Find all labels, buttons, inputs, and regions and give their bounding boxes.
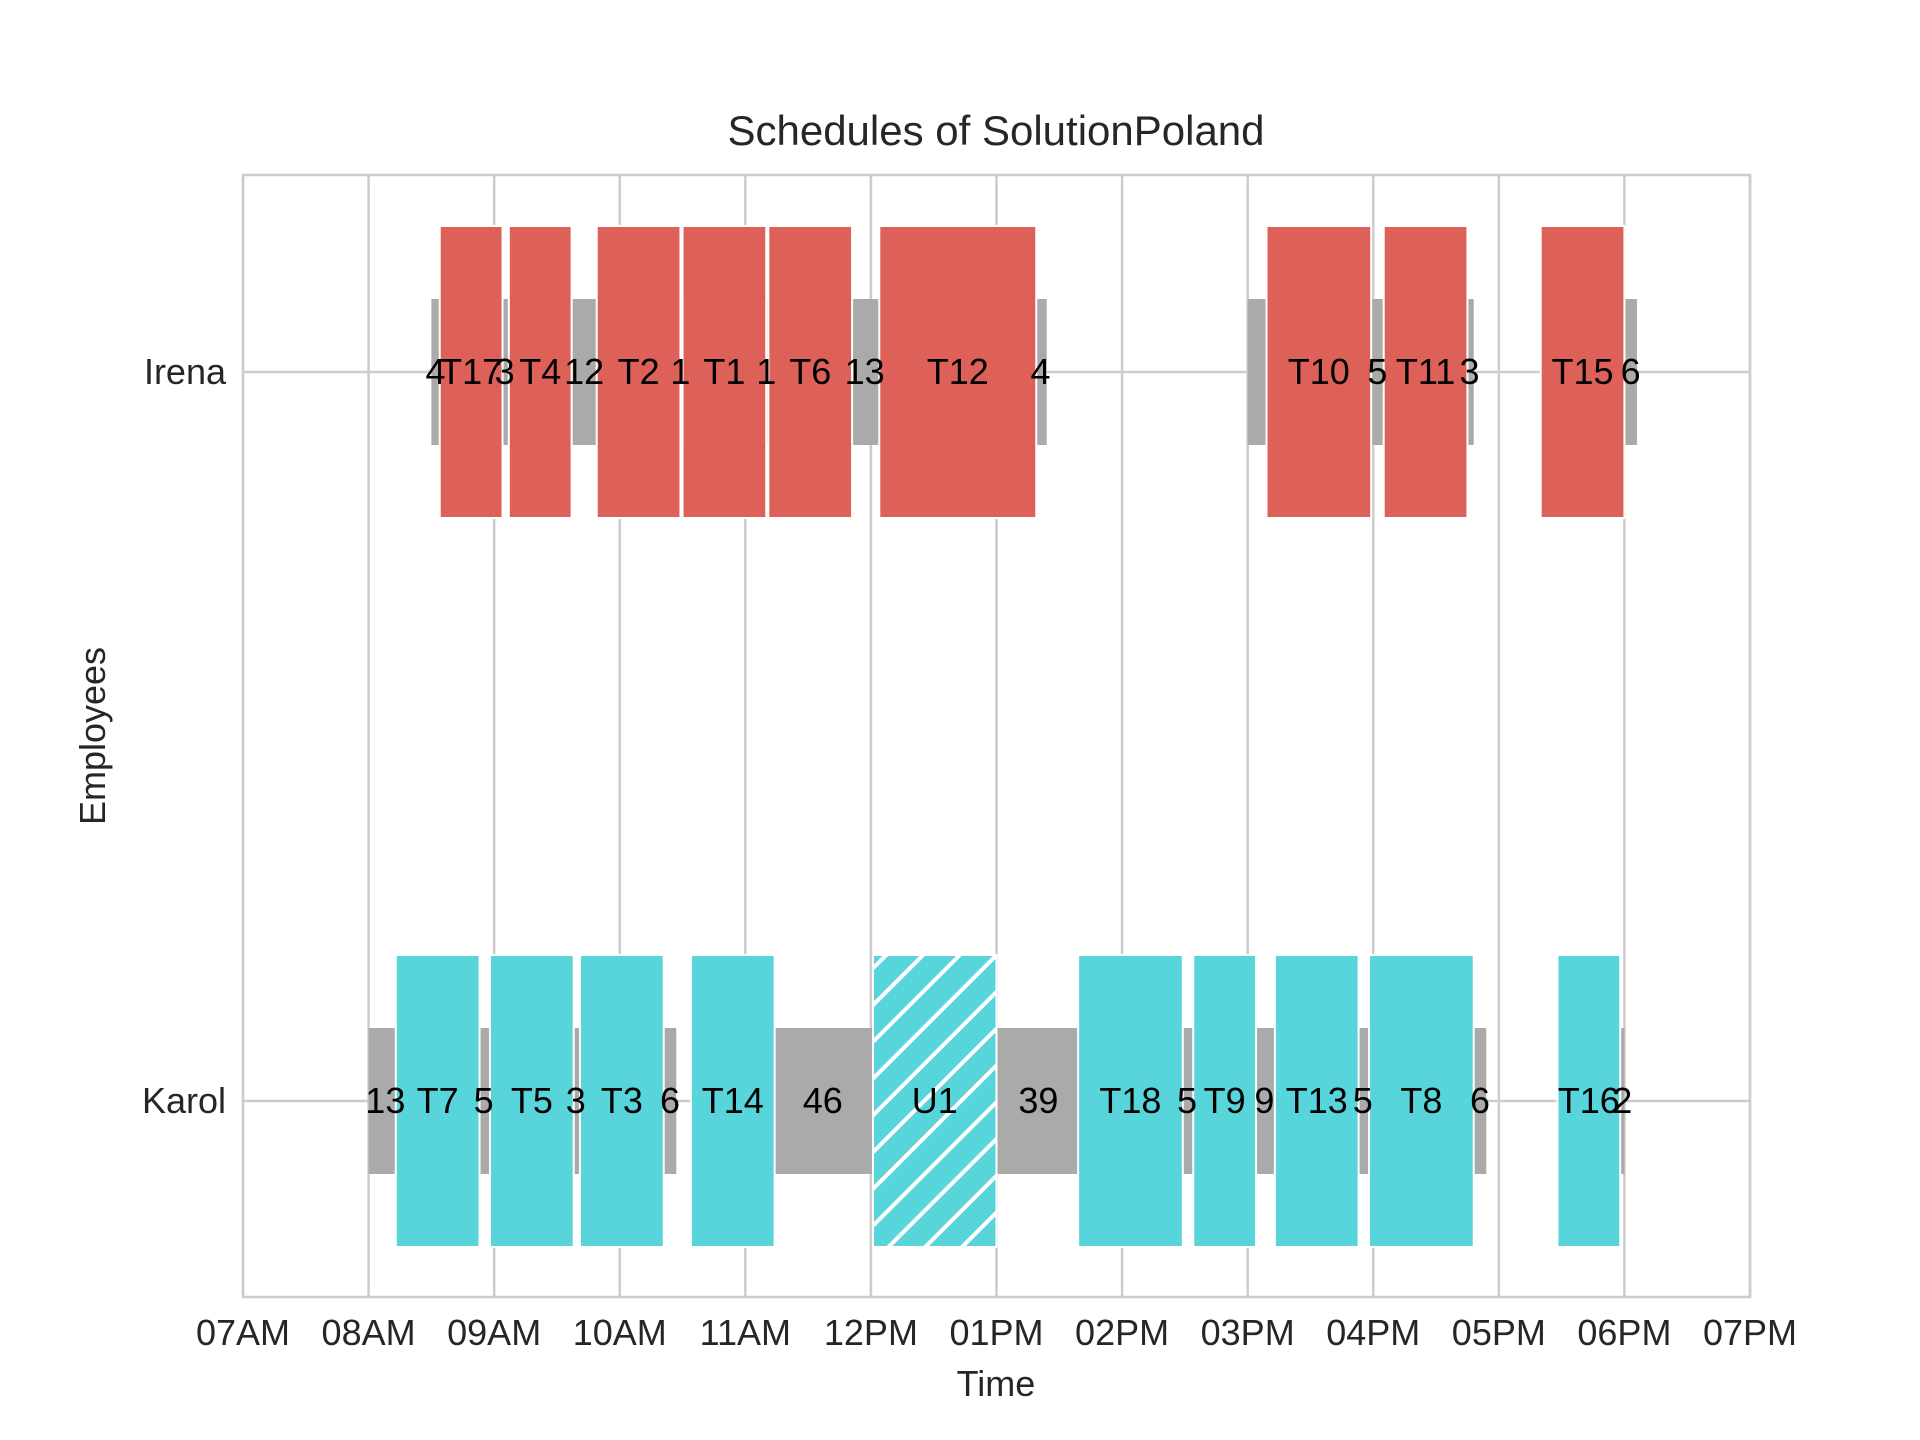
gap-label: 5 <box>1353 1080 1373 1121</box>
task-label: T1 <box>703 351 745 392</box>
task-bar <box>1077 954 1184 1248</box>
task-label: T2 <box>618 351 660 392</box>
x-tick-label: 01PM <box>949 1312 1043 1353</box>
gap-label: 13 <box>365 1080 405 1121</box>
gap-label: 6 <box>1621 351 1641 392</box>
gap-label: 5 <box>1367 351 1387 392</box>
task-label: T17 <box>440 351 502 392</box>
task-label: T18 <box>1099 1080 1161 1121</box>
x-tick-label: 06PM <box>1577 1312 1671 1353</box>
x-tick-label: 12PM <box>824 1312 918 1353</box>
task-bar <box>681 225 768 519</box>
gap-label: 13 <box>845 351 885 392</box>
task-bar <box>878 225 1038 519</box>
gap-label: 39 <box>1018 1080 1058 1121</box>
gap-label: 6 <box>660 1080 680 1121</box>
gap-label: 5 <box>474 1080 494 1121</box>
x-tick-label: 11AM <box>700 1312 791 1353</box>
y-axis-label: Employees <box>72 647 113 825</box>
task-label: T7 <box>417 1080 459 1121</box>
x-tick-label: 10AM <box>573 1312 667 1353</box>
task-label: T12 <box>927 351 989 392</box>
task-label: U1 <box>912 1080 958 1121</box>
y-tick-label: Karol <box>142 1080 226 1121</box>
task-bar <box>595 225 682 519</box>
x-tick-label: 03PM <box>1201 1312 1295 1353</box>
x-tick-label: 09AM <box>447 1312 541 1353</box>
gap-label: 4 <box>1030 351 1050 392</box>
gap-label: 9 <box>1254 1080 1274 1121</box>
task-label: T9 <box>1204 1080 1246 1121</box>
task-bar <box>488 954 575 1248</box>
x-tick-label: 05PM <box>1452 1312 1546 1353</box>
gap-label: 3 <box>495 351 515 392</box>
task-label: T13 <box>1286 1080 1348 1121</box>
gap-label: 4 <box>426 351 446 392</box>
task-label: T11 <box>1396 351 1455 392</box>
gap-label: 3 <box>1460 351 1480 392</box>
chart-title: Schedules of SolutionPoland <box>727 107 1264 154</box>
x-tick-label: 07AM <box>196 1312 290 1353</box>
x-tick-label: 02PM <box>1075 1312 1169 1353</box>
unavailable-bar <box>872 954 998 1248</box>
gap-label: 5 <box>1177 1080 1197 1121</box>
task-bar <box>1192 954 1258 1248</box>
x-tick-label: 08AM <box>322 1312 416 1353</box>
gap-label: 1 <box>670 351 690 392</box>
task-bar <box>438 225 504 519</box>
task-label: T6 <box>789 351 831 392</box>
task-label: T4 <box>519 351 561 392</box>
x-tick-label: 04PM <box>1326 1312 1420 1353</box>
bar-labels: T17 T4 T2 T1 T6 T12 T10 T11 T15 4 3 12 1 1 13 4 5 3 6 T7 T5 T… <box>365 351 1640 1121</box>
gap-label: 6 <box>1470 1080 1490 1121</box>
x-axis-label: Time <box>957 1363 1036 1404</box>
task-label: T10 <box>1288 351 1350 392</box>
task-bar <box>1539 225 1626 519</box>
task-bar <box>1265 225 1373 519</box>
task-bar <box>1382 225 1469 519</box>
gap-label: 12 <box>564 351 604 392</box>
gap-label: 2 <box>1612 1080 1632 1121</box>
gap-label: 1 <box>756 351 776 392</box>
gap-label: 3 <box>566 1080 586 1121</box>
task-bar <box>1273 954 1360 1248</box>
task-bar <box>767 225 854 519</box>
task-bar <box>578 954 665 1248</box>
task-label: T14 <box>702 1080 764 1121</box>
task-label: T15 <box>1552 351 1614 392</box>
gap-label: 46 <box>803 1080 843 1121</box>
task-bar <box>394 954 481 1248</box>
y-tick-label: Irena <box>144 351 227 392</box>
plot-frame <box>241 173 1752 1299</box>
task-bar <box>1368 954 1475 1248</box>
x-tick-label: 07PM <box>1703 1312 1797 1353</box>
axes: 07AM 08AM 09AM 10AM 11AM 12PM 01PM 02PM 03PM 04PM… <box>142 351 1797 1353</box>
task-label: T5 <box>511 1080 553 1121</box>
task-bar <box>689 954 776 1248</box>
task-label: T16 <box>1558 1080 1620 1121</box>
task-bar <box>1556 954 1622 1248</box>
bars <box>368 225 1637 1248</box>
task-label: T8 <box>1400 1080 1442 1121</box>
task-label: T3 <box>601 1080 643 1121</box>
task-bar <box>507 225 573 519</box>
